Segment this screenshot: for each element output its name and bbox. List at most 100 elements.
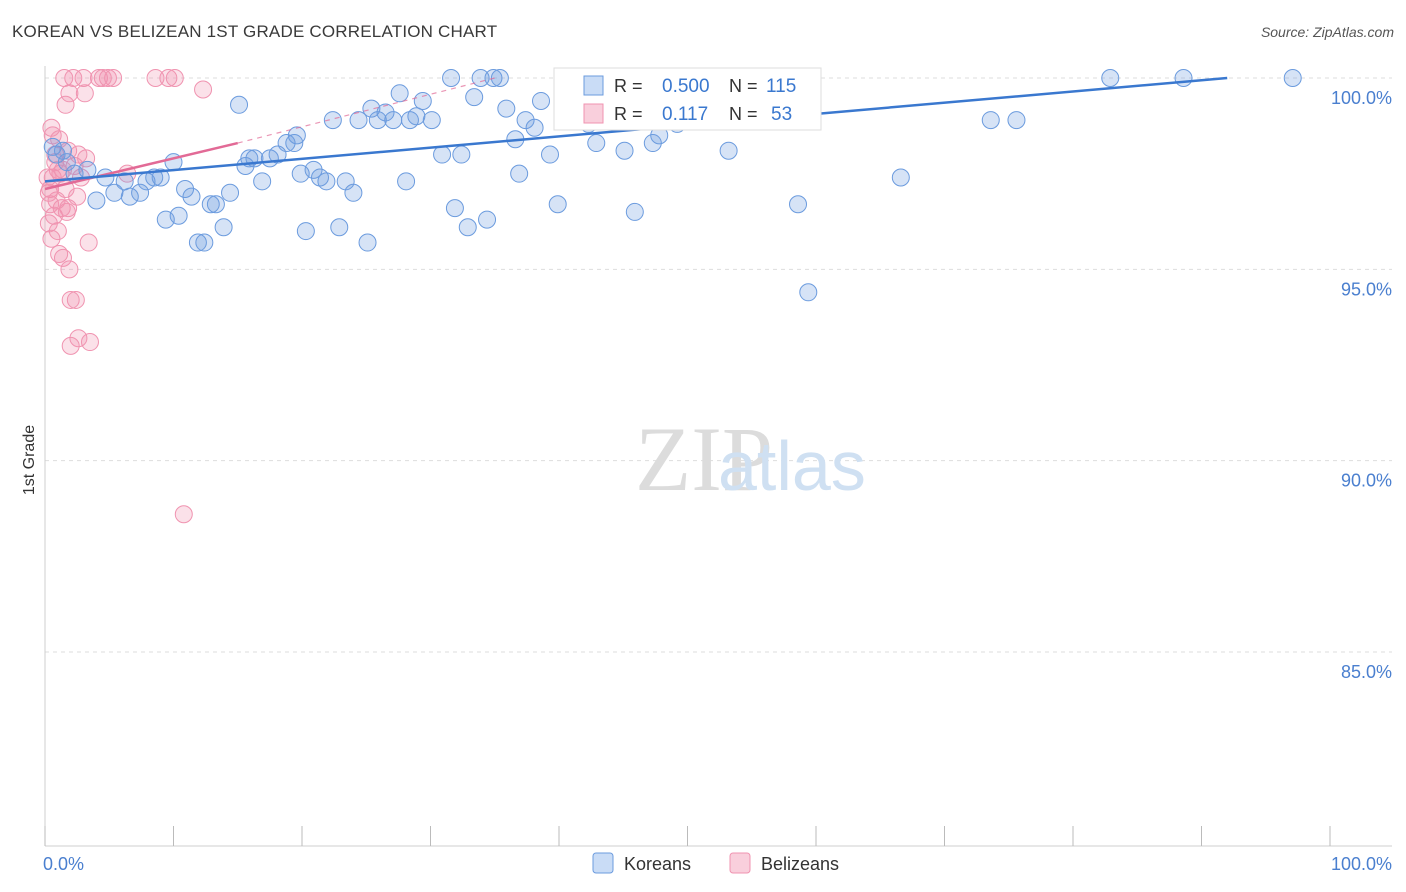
korean-point	[587, 134, 606, 153]
legend-belizeans-swatch	[729, 852, 751, 874]
belizean-point	[165, 69, 184, 87]
korean-swatch	[583, 75, 604, 96]
korean-point	[214, 218, 233, 237]
belizean-points	[38, 69, 213, 524]
korean-point	[330, 218, 349, 237]
bottom-legend: Koreans Belizeans	[592, 852, 839, 874]
korean-point	[287, 126, 306, 145]
belizean-point	[68, 187, 87, 206]
korean-point	[277, 134, 296, 153]
watermark: ZIP atlas	[635, 408, 866, 510]
belizean-point	[75, 84, 94, 103]
legend-koreans-label: Koreans	[624, 854, 691, 874]
y-tick-labels: 100.0% 95.0% 90.0% 85.0%	[1331, 88, 1392, 682]
belizean-trend-extension	[237, 77, 495, 144]
belizean-point	[64, 69, 83, 87]
belizean-n-label: N =	[729, 104, 758, 124]
korean-point	[105, 183, 124, 202]
korean-point	[169, 206, 188, 225]
belizean-r-label: R =	[614, 104, 643, 124]
belizean-point	[146, 69, 165, 87]
korean-point	[891, 168, 910, 187]
axes	[44, 66, 1392, 847]
belizean-point	[77, 149, 96, 168]
x-tick-labels: 0.0% 100.0%	[43, 854, 1392, 874]
korean-point	[525, 118, 544, 137]
korean-point	[87, 191, 106, 210]
korean-point	[376, 103, 395, 122]
korean-point	[719, 141, 738, 160]
korean-point	[445, 199, 464, 218]
belizean-point	[174, 505, 193, 524]
korean-point	[490, 69, 509, 87]
korean-point	[53, 141, 72, 160]
belizean-r-value: 0.117	[662, 104, 708, 125]
korean-point	[151, 168, 170, 187]
korean-point	[799, 283, 818, 302]
korean-point	[789, 195, 808, 214]
korean-point	[230, 95, 249, 114]
korean-point	[422, 111, 441, 130]
x-tick-label: 0.0%	[43, 854, 84, 874]
korean-point	[384, 111, 403, 130]
belizean-point	[56, 95, 75, 114]
belizean-point	[194, 80, 213, 99]
y-tick-label: 90.0%	[1341, 471, 1392, 491]
korean-point	[433, 145, 452, 164]
korean-point	[221, 183, 240, 202]
belizean-point	[79, 233, 98, 252]
korean-point	[182, 187, 201, 206]
belizean-point	[98, 69, 117, 87]
korean-point	[358, 233, 377, 252]
korean-point	[1283, 69, 1302, 87]
korean-point	[131, 183, 150, 202]
korean-point	[532, 91, 551, 110]
korean-point	[471, 69, 490, 87]
legend-belizeans-label: Belizeans	[761, 854, 839, 874]
belizean-trend-line	[44, 141, 239, 191]
belizean-point	[104, 69, 123, 87]
korean-point	[510, 164, 529, 183]
korean-point	[201, 195, 220, 214]
korean-point	[981, 111, 1000, 130]
korean-r-value: 0.500	[662, 76, 710, 97]
belizean-point	[159, 69, 178, 87]
korean-point	[296, 222, 315, 241]
korean-point	[643, 134, 662, 153]
belizean-point	[60, 260, 79, 279]
korean-point	[362, 99, 381, 118]
korean-point	[120, 187, 139, 206]
korean-point	[206, 195, 225, 214]
korean-point	[625, 202, 644, 221]
y-axis-label: 1st Grade	[21, 425, 38, 495]
korean-point	[195, 233, 214, 252]
korean-point	[78, 160, 97, 179]
korean-point	[317, 172, 336, 191]
korean-point	[390, 84, 409, 103]
watermark-atlas: atlas	[718, 427, 866, 505]
belizean-point	[74, 69, 93, 87]
belizean-point	[61, 336, 80, 355]
korean-point	[1007, 111, 1026, 130]
korean-point	[323, 111, 342, 130]
korean-point	[397, 172, 416, 191]
korean-point	[253, 172, 272, 191]
stats-legend: R = 0.500 N = 115 R = 0.117 N = 53	[553, 67, 822, 131]
korean-point	[344, 183, 363, 202]
belizean-point	[42, 229, 61, 248]
korean-point	[349, 111, 368, 130]
belizean-point	[59, 141, 78, 160]
belizean-point	[93, 69, 112, 87]
korean-point	[541, 145, 560, 164]
belizean-point	[53, 248, 72, 267]
korean-point	[188, 233, 207, 252]
korean-point	[458, 218, 477, 237]
korean-point	[465, 88, 484, 107]
y-tick-label: 100.0%	[1331, 88, 1392, 108]
legend-koreans-swatch	[592, 852, 614, 874]
belizean-point	[80, 333, 99, 352]
y-tick-label: 85.0%	[1341, 662, 1392, 682]
belizean-point	[48, 222, 67, 241]
korean-point	[413, 91, 432, 110]
